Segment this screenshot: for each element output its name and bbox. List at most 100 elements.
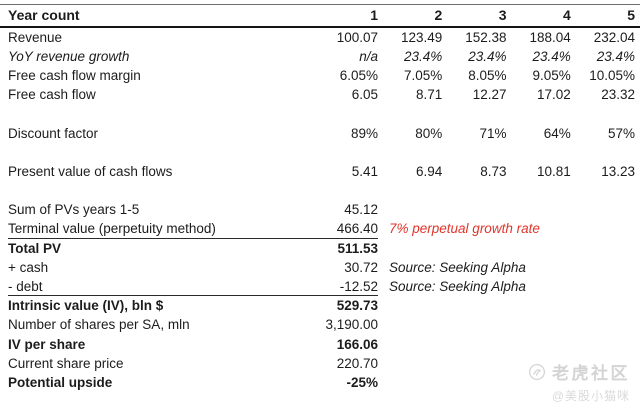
cell-value: 71%	[479, 125, 507, 141]
row-main: Sum of PVs years 1-5 45.12	[8, 200, 378, 219]
cell-value: 3,190.00	[325, 317, 378, 333]
table-row: Free cash flow margin 6.05% 7.05% 8.05% 9.05…	[0, 66, 640, 85]
cell-value: 30.72	[344, 259, 378, 275]
cell-value: -25%	[346, 374, 378, 390]
row-label: Total PV	[8, 240, 62, 256]
cell-value: 6.94	[415, 163, 443, 179]
row-label: - debt	[8, 278, 43, 294]
cell-value: 89%	[350, 125, 378, 141]
row-note: Source: Seeking Alpha	[389, 279, 526, 295]
table-row: YoY revenue growth n/a 23.4% 23.4% 23.4% 23.4…	[0, 47, 640, 66]
cell-value: 232.04	[593, 29, 635, 45]
row-label: Revenue	[8, 29, 63, 45]
cell-value: 4	[562, 7, 571, 24]
cell-value: 3	[498, 7, 507, 24]
cell-value: 23.32	[601, 87, 635, 103]
table-row: - debt -12.52 Source: Seeking Alpha	[0, 277, 640, 297]
cell-value: 80%	[415, 125, 443, 141]
cell-value: 5	[627, 7, 635, 24]
row-label: + cash	[8, 259, 49, 275]
cell-value: 64%	[543, 125, 571, 141]
row-label: Free cash flow	[8, 87, 96, 103]
row-main: IV per share 166.06	[8, 335, 378, 354]
row-main: Current share price 220.70	[8, 354, 378, 373]
cell-value: 8.05%	[468, 67, 507, 83]
table-row: Free cash flow 6.05 8.71 12.27 17.02 23.32	[0, 85, 640, 104]
cell-value: 100.07	[336, 29, 378, 45]
cell-value: -12.52	[339, 278, 378, 294]
cell-value: 17.02	[536, 87, 571, 103]
row-main: Total PV 511.53	[8, 239, 378, 258]
row-main: Potential upside -25%	[8, 373, 378, 392]
cell-value: 529.73	[336, 298, 378, 314]
row-label: Number of shares per SA, mln	[8, 317, 190, 333]
cell-value: 466.40	[336, 220, 378, 236]
table-row: Intrinsic value (IV), bln $ 529.73	[0, 296, 640, 315]
row-label: Terminal value (perpetuity method)	[8, 220, 216, 236]
cell-value: 152.38	[465, 29, 507, 45]
cell-value: 2	[434, 7, 443, 24]
cell-value: 6.05	[351, 87, 378, 103]
cell-value: 23.4%	[596, 48, 635, 64]
table-spacer-row	[0, 104, 640, 123]
row-label: Current share price	[8, 355, 124, 371]
table-row: Terminal value (perpetuity method) 466.40…	[0, 219, 640, 239]
row-label: Intrinsic value (IV), bln $	[8, 298, 164, 314]
cell-value: 6.05%	[339, 67, 378, 83]
cell-value: 123.49	[400, 29, 443, 45]
row-main: Intrinsic value (IV), bln $ 529.73	[8, 296, 378, 315]
watermark: 老虎社区 @美股小猫咪	[528, 359, 630, 404]
row-main: + cash 30.72	[8, 258, 378, 277]
row-label: Sum of PVs years 1-5	[8, 202, 140, 218]
cell-value: 57%	[607, 125, 635, 141]
row-note: Source: Seeking Alpha	[389, 259, 526, 275]
row-label: Discount factor	[8, 125, 99, 141]
table-spacer-row	[0, 181, 640, 200]
row-label: IV per share	[8, 336, 86, 352]
table-spacer-row	[0, 143, 640, 162]
cell-value: 1	[370, 7, 378, 24]
watermark-brand: 老虎社区	[552, 364, 630, 383]
cell-value: 45.12	[344, 202, 378, 218]
cell-value: 10.81	[536, 163, 571, 179]
table-row: IV per share 166.06	[0, 335, 640, 354]
cell-value: 220.70	[336, 355, 378, 371]
cell-value: 188.04	[529, 29, 571, 45]
cell-value: 23.4%	[403, 48, 443, 64]
row-note: 7% perpetual growth rate	[389, 221, 540, 237]
table-row: Number of shares per SA, mln 3,190.00	[0, 315, 640, 334]
table-row: Current share price 220.70	[0, 354, 640, 373]
table-row: Discount factor 89% 80% 71% 64% 57%	[0, 123, 640, 142]
table-header-row: Year count 1 2 3 4 5	[0, 4, 640, 28]
table-row: Sum of PVs years 1-5 45.12	[0, 200, 640, 219]
watermark-handle: @美股小猫咪	[551, 389, 630, 403]
row-label: Year count	[8, 7, 80, 24]
table-row: + cash 30.72 Source: Seeking Alpha	[0, 258, 640, 277]
table-row: Total PV 511.53	[0, 239, 640, 258]
cell-value: 10.05%	[589, 67, 635, 83]
cell-value: 12.27	[472, 87, 507, 103]
cell-value: 511.53	[337, 240, 378, 256]
cell-value: 23.4%	[468, 48, 507, 64]
cell-value: 5.41	[351, 163, 378, 179]
row-main: - debt -12.52	[8, 277, 378, 297]
cell-value: 7.05%	[403, 67, 443, 83]
cell-value: 9.05%	[532, 67, 571, 83]
row-label: Present value of cash flows	[8, 163, 173, 179]
cell-value: n/a	[359, 48, 378, 64]
row-main: Terminal value (perpetuity method) 466.40	[8, 219, 378, 239]
cell-value: 8.71	[415, 87, 443, 103]
row-label: YoY revenue growth	[8, 48, 130, 64]
valuation-table: Year count 1 2 3 4 5 Revenue 100.07 123.49 152.38…	[0, 4, 640, 392]
cell-value: 8.73	[480, 163, 507, 179]
table-row: Present value of cash flows 5.41 6.94 8.73 1…	[0, 162, 640, 181]
cell-value: 166.06	[336, 336, 378, 352]
table-row: Potential upside -25%	[0, 373, 640, 392]
row-label: Free cash flow margin	[8, 67, 141, 83]
cell-value: 13.23	[601, 163, 635, 179]
tiger-community-logo-icon	[528, 363, 546, 380]
cell-value: 23.4%	[532, 48, 571, 64]
row-label: Potential upside	[8, 374, 113, 390]
table-row: Revenue 100.07 123.49 152.38 188.04 232.04	[0, 28, 640, 47]
row-main: Number of shares per SA, mln 3,190.00	[8, 315, 378, 334]
